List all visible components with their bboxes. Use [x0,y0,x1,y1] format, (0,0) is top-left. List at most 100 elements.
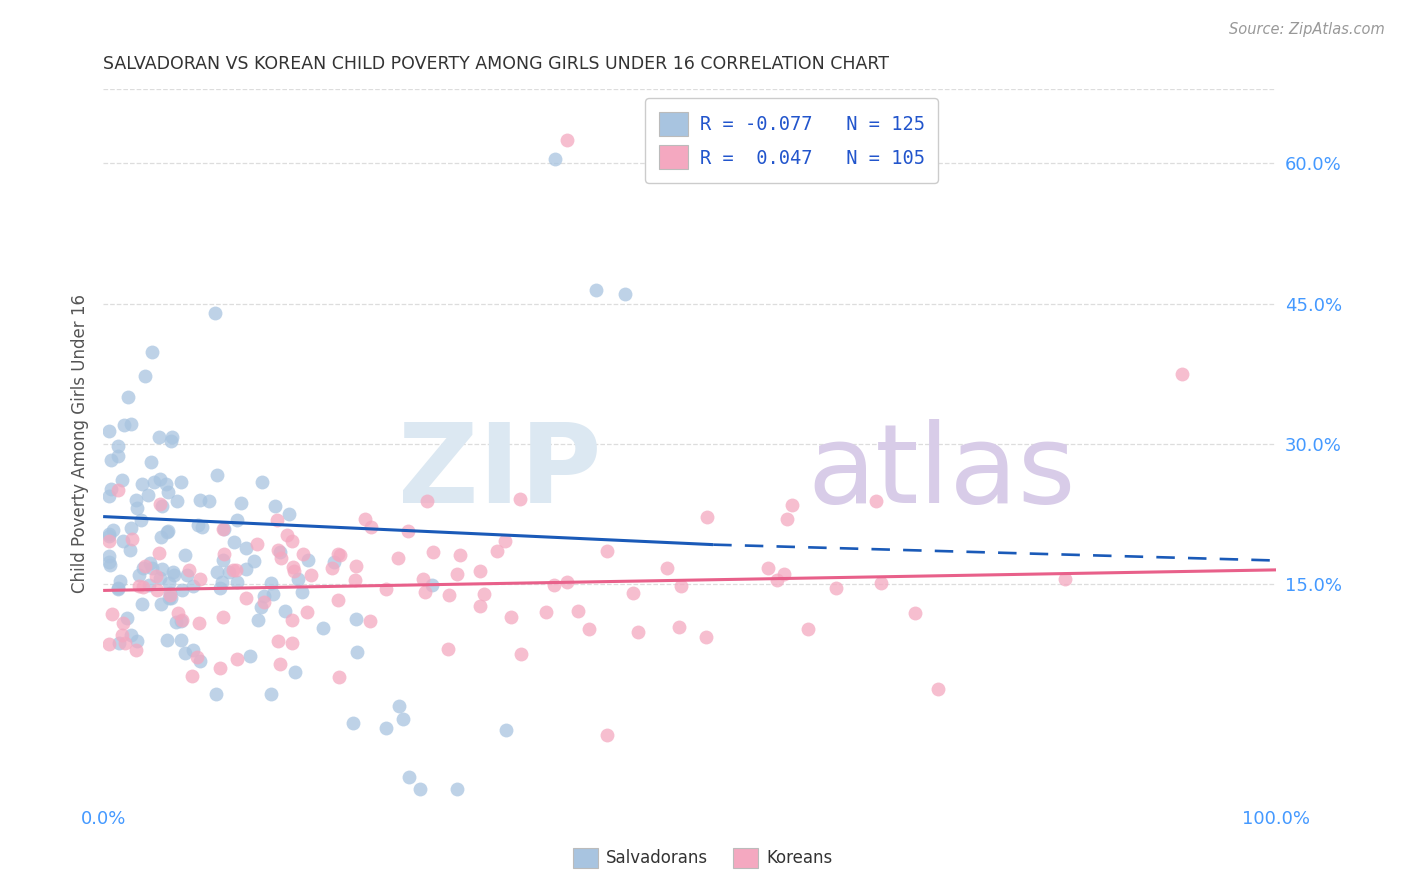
Point [157,575,180,590]
Text: Source: ZipAtlas.com: Source: ZipAtlas.com [1229,22,1385,37]
Point [297,605,319,619]
Point [359,614,381,628]
Point [157,524,180,538]
Point [374,721,396,735]
Point [468,564,491,578]
Point [205,468,228,483]
Point [170,633,193,648]
Point [499,610,522,624]
Point [544,152,567,166]
Point [226,652,249,666]
Point [494,534,516,549]
Point [177,563,200,577]
Point [170,615,193,629]
Point [150,499,173,513]
Point [149,598,172,612]
Point [127,633,149,648]
Point [269,544,291,558]
Legend: R = -0.077   N = 125, R =  0.047   N = 105: R = -0.077 N = 125, R = 0.047 N = 105 [645,98,938,183]
Point [509,491,531,506]
Point [780,498,803,512]
Point [321,561,343,575]
Point [387,550,409,565]
Point [183,579,205,593]
Point [160,430,183,444]
Point [156,485,179,500]
Point [98,534,121,549]
Point [1171,367,1194,381]
Point [328,670,350,684]
Point [98,555,121,569]
Point [329,548,352,562]
Point [222,534,245,549]
Point [108,574,131,588]
Point [186,649,208,664]
Point [596,544,619,558]
Point [170,583,193,598]
Point [446,782,468,797]
Point [98,526,121,541]
Point [253,595,276,609]
Point [170,475,193,490]
Point [246,613,269,627]
Point [139,557,162,571]
Point [134,558,156,573]
Point [141,561,163,575]
Point [260,687,283,701]
Point [235,591,257,606]
Point [267,542,290,557]
Point [142,475,165,489]
Point [578,622,600,636]
Point [211,575,233,590]
Point [344,558,367,573]
Point [98,529,121,543]
Point [696,509,718,524]
Point [162,565,184,579]
Point [157,591,180,605]
Legend: Salvadorans, Koreans: Salvadorans, Koreans [567,841,839,875]
Point [287,572,309,586]
Point [188,492,211,507]
Point [187,518,209,533]
Point [148,430,170,444]
Point [101,607,124,621]
Point [156,524,179,539]
Point [291,547,314,561]
Point [343,573,366,587]
Point [112,418,135,433]
Point [132,581,155,595]
Point [413,584,436,599]
Point [283,560,305,574]
Point [208,581,231,595]
Point [208,661,231,675]
Point [614,287,637,301]
Point [627,625,650,640]
Point [422,544,444,558]
Point [180,669,202,683]
Point [250,475,273,489]
Point [198,493,221,508]
Point [173,646,195,660]
Point [118,542,141,557]
Point [420,578,443,592]
Point [107,636,129,650]
Point [225,563,247,577]
Point [270,551,292,566]
Point [146,583,169,598]
Point [174,548,197,562]
Point [212,547,235,561]
Point [98,638,121,652]
Point [141,455,163,469]
Point [100,453,122,467]
Point [281,534,304,549]
Point [149,571,172,585]
Point [671,579,693,593]
Point [342,715,364,730]
Point [212,610,235,624]
Point [695,630,717,644]
Point [160,434,183,449]
Point [243,554,266,568]
Point [773,567,796,582]
Point [98,490,121,504]
Point [136,488,159,502]
